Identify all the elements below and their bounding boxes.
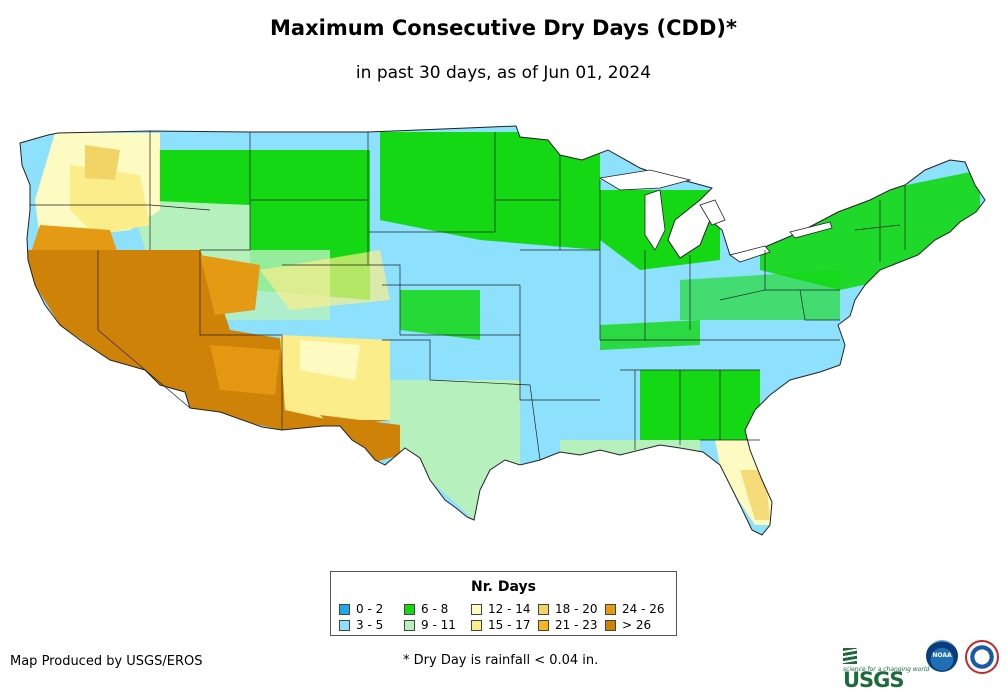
legend-label: 6 - 8 bbox=[421, 602, 449, 616]
legend-swatch bbox=[404, 604, 415, 615]
legend-label: 9 - 11 bbox=[421, 618, 456, 632]
legend-item-over-26: > 26 bbox=[605, 618, 651, 632]
legend-swatch bbox=[404, 620, 415, 631]
legend-label: 15 - 17 bbox=[488, 618, 531, 632]
dry-day-footnote: * Dry Day is rainfall < 0.04 in. bbox=[403, 653, 599, 668]
legend-label: > 26 bbox=[622, 618, 652, 632]
legend-swatch bbox=[471, 620, 482, 631]
legend-label: 18 - 20 bbox=[555, 602, 598, 616]
legend-swatch bbox=[538, 620, 549, 631]
usgs-waves-icon bbox=[843, 648, 857, 664]
legend-title: Nr. Days bbox=[471, 579, 536, 595]
legend-swatch bbox=[339, 604, 350, 615]
legend-swatch bbox=[471, 604, 482, 615]
legend-label: 0 - 2 bbox=[356, 602, 384, 616]
legend-item-6-8: 6 - 8 bbox=[404, 602, 448, 616]
usgs-logo-text: USGS bbox=[843, 668, 905, 692]
us-map bbox=[19, 125, 986, 536]
legend-swatch bbox=[605, 620, 616, 631]
legend-item-21-23: 21 - 23 bbox=[538, 618, 598, 632]
legend-item-12-14: 12 - 14 bbox=[471, 602, 531, 616]
legend-label: 3 - 5 bbox=[356, 618, 384, 632]
legend-swatch bbox=[605, 604, 616, 615]
agency-logos: USGS science for a changing world NOAA bbox=[843, 638, 1003, 692]
nws-logo-icon bbox=[965, 640, 999, 674]
legend-label: 24 - 26 bbox=[622, 602, 665, 616]
legend-item-9-11: 9 - 11 bbox=[404, 618, 456, 632]
map-subtitle: in past 30 days, as of Jun 01, 2024 bbox=[355, 63, 652, 83]
legend-item-3-5: 3 - 5 bbox=[339, 618, 383, 632]
legend-item-18-20: 18 - 20 bbox=[538, 602, 598, 616]
legend-label: 12 - 14 bbox=[488, 602, 531, 616]
legend-item-15-17: 15 - 17 bbox=[471, 618, 531, 632]
legend-swatch bbox=[538, 604, 549, 615]
legend-item-24-26: 24 - 26 bbox=[605, 602, 665, 616]
usgs-tagline: science for a changing world bbox=[843, 666, 930, 673]
legend-label: 21 - 23 bbox=[555, 618, 598, 632]
map-credit: Map Produced by USGS/EROS bbox=[10, 654, 203, 669]
map-legend: Nr. Days 0 - 2 3 - 5 6 - 8 9 - 11 12 - 1… bbox=[330, 571, 677, 636]
usgs-logo: USGS bbox=[843, 644, 919, 692]
noaa-logo: NOAA bbox=[926, 640, 958, 672]
legend-swatch bbox=[339, 620, 350, 631]
legend-item-0-2: 0 - 2 bbox=[339, 602, 383, 616]
map-title: Maximum Consecutive Dry Days (CDD)* bbox=[270, 16, 737, 40]
